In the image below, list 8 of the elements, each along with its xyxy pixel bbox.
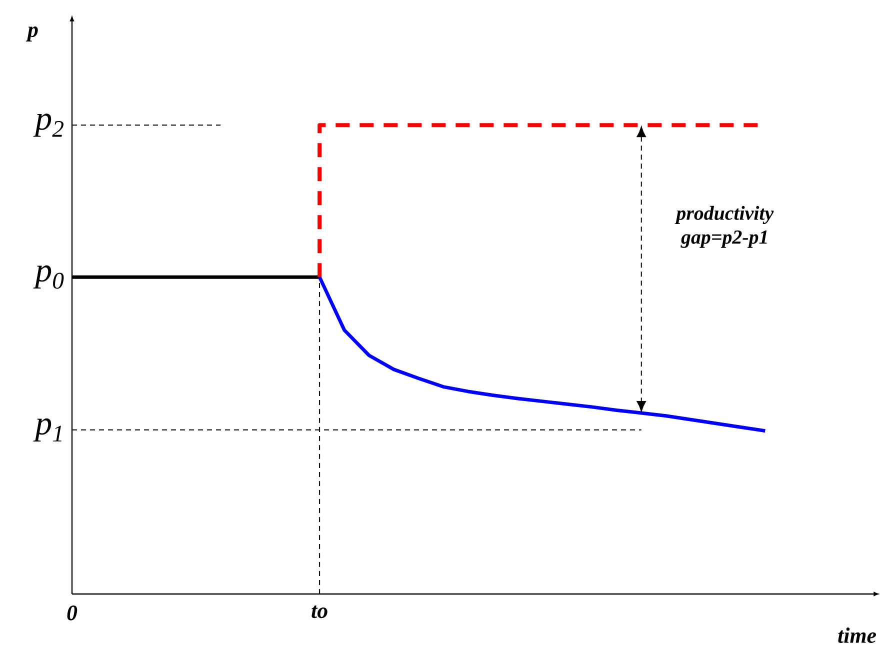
annotation: productivity gap=p2-p1 — [674, 206, 774, 248]
text: p$_{2}$ — [33, 114, 64, 137]
text: p$_{1}$ — [33, 418, 62, 442]
x-tick-label: to — [312, 606, 328, 618]
y-axis-title: p — [26, 26, 38, 42]
x-tick-label: 0 — [67, 606, 78, 620]
x-axis-title: time — [838, 628, 876, 643]
text: p$_{0}$ — [33, 265, 64, 289]
